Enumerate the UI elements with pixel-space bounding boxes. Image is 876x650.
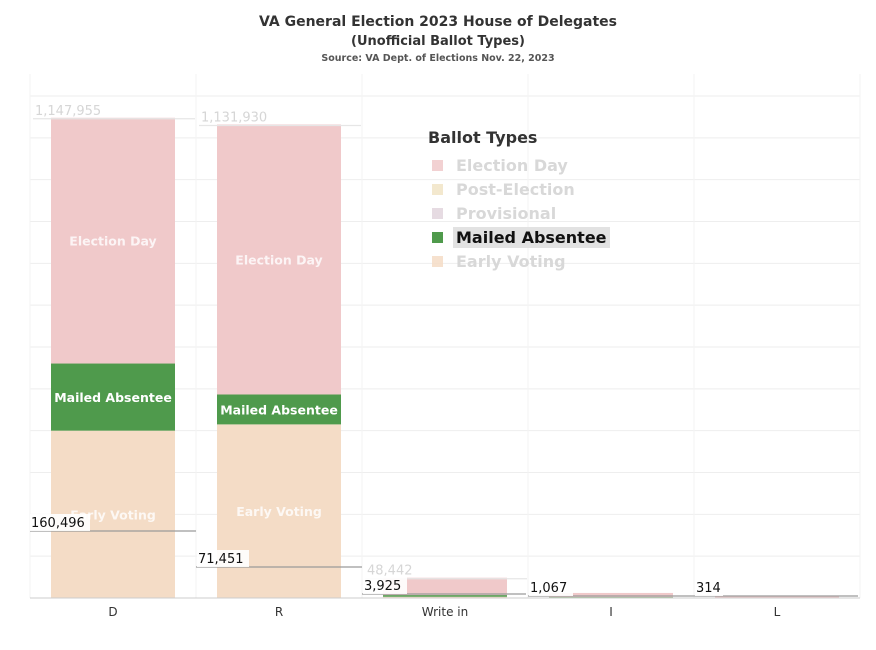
legend-swatch bbox=[432, 183, 443, 195]
chart-source: Source: VA Dept. of Elections Nov. 22, 2… bbox=[321, 53, 555, 64]
legend-label: Election Day bbox=[456, 155, 568, 175]
bar-early-voting-write-in bbox=[383, 596, 507, 598]
total-label: 48,442 bbox=[367, 564, 413, 579]
legend-title: Ballot Types bbox=[428, 128, 538, 147]
segment-label: Election Day bbox=[69, 234, 156, 249]
x-tick-label: L bbox=[774, 605, 781, 619]
bar-election-day-write-in bbox=[383, 577, 507, 596]
bar-election-day-i bbox=[549, 592, 673, 598]
mailed-value-label: 314 bbox=[696, 581, 721, 596]
mailed-value-bg bbox=[197, 550, 249, 567]
segment-label: Early Voting bbox=[70, 507, 156, 522]
x-tick-label: Write in bbox=[422, 605, 468, 619]
bar-mailed-absentee-write-in bbox=[383, 595, 507, 597]
mailed-value-label: 3,925 bbox=[364, 579, 401, 594]
legend-item-election-day[interactable]: Election Day bbox=[428, 153, 610, 177]
mailed-value-bg bbox=[695, 579, 723, 596]
mailed-value-label: 71,451 bbox=[198, 552, 244, 567]
mailed-value-bg bbox=[363, 577, 407, 594]
legend: Ballot Types Election Day Post-Election Pr… bbox=[428, 128, 610, 273]
legend-item-post-election[interactable]: Post-Election bbox=[428, 177, 610, 201]
chart-subtitle: (Unofficial Ballot Types) bbox=[351, 34, 525, 49]
legend-swatch bbox=[432, 159, 443, 171]
legend-swatch bbox=[432, 207, 443, 219]
segment-label: Mailed Absentee bbox=[54, 390, 172, 405]
legend-item-provisional[interactable]: Provisional bbox=[428, 201, 610, 225]
bar-election-day-d bbox=[51, 117, 175, 364]
bar-mailed-absentee-d bbox=[51, 363, 175, 431]
chart-title: VA General Election 2023 House of Delega… bbox=[259, 14, 617, 30]
title-block: VA General Election 2023 House of Delega… bbox=[0, 12, 876, 66]
segment-label: Mailed Absentee bbox=[220, 402, 338, 417]
mailed-value-label: 1,067 bbox=[530, 581, 567, 596]
legend-swatch bbox=[432, 231, 443, 243]
x-tick-label: I bbox=[609, 605, 613, 619]
segment-label: Early Voting bbox=[236, 504, 322, 519]
legend-items: Election Day Post-Election Provisional Mail… bbox=[428, 153, 610, 273]
mailed-value-label: 160,496 bbox=[31, 516, 85, 531]
mailed-value-bg bbox=[30, 514, 90, 531]
bar-mailed-absentee-r bbox=[217, 394, 341, 425]
segment-label: Election Day bbox=[235, 252, 322, 267]
total-label: 1,147,955 bbox=[35, 104, 101, 119]
bar-election-day-r bbox=[217, 124, 341, 395]
bar-early-voting-r bbox=[217, 424, 341, 598]
x-tick-label: R bbox=[275, 605, 283, 619]
x-tick-label: D bbox=[108, 605, 117, 619]
legend-item-early-voting[interactable]: Early Voting bbox=[428, 249, 610, 273]
bar-election-day-l bbox=[715, 596, 839, 598]
legend-label: Early Voting bbox=[456, 251, 566, 271]
legend-swatch bbox=[432, 255, 443, 267]
legend-item-mailed-absentee[interactable]: Mailed Absentee bbox=[428, 225, 610, 249]
legend-label: Post-Election bbox=[456, 179, 575, 199]
legend-label: Provisional bbox=[456, 203, 557, 223]
total-label: 1,131,930 bbox=[201, 110, 267, 125]
legend-label: Mailed Absentee bbox=[453, 226, 610, 248]
mailed-value-bg bbox=[529, 579, 573, 596]
